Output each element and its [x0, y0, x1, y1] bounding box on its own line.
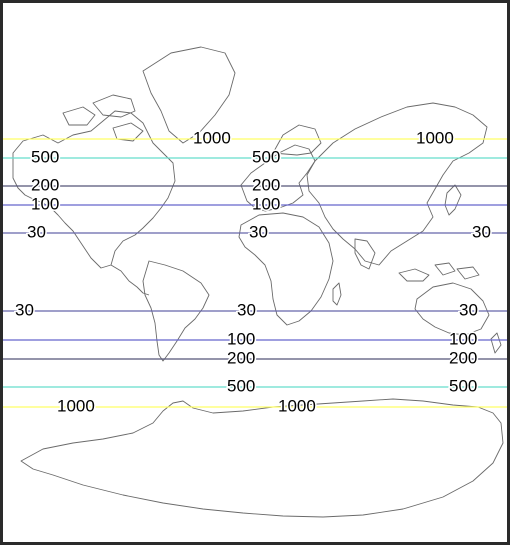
line-label: 30 — [472, 222, 491, 241]
line-label: 30 — [27, 222, 46, 241]
line-label: 500 — [252, 147, 280, 166]
line-label: 200 — [252, 175, 280, 194]
line-label: 500 — [31, 147, 59, 166]
line-label: 30 — [15, 300, 34, 319]
line-label: 200 — [449, 348, 477, 367]
india-coast — [354, 238, 376, 270]
line-label: 100 — [227, 329, 255, 348]
line-label: 30 — [249, 222, 268, 241]
line-label: 100 — [252, 194, 280, 213]
line-label: 100 — [31, 194, 59, 213]
line-label: 1000 — [416, 128, 454, 147]
line-label: 30 — [237, 300, 256, 319]
north-america-coast — [12, 110, 176, 269]
line-label: 500 — [227, 376, 255, 395]
greenland-coast — [142, 46, 236, 144]
coastlines — [12, 46, 504, 518]
line-label: 1000 — [57, 396, 95, 415]
japan-coast — [444, 184, 462, 216]
madagascar-coast — [332, 282, 342, 306]
new-zealand-coast — [490, 332, 502, 354]
south-america-coast — [142, 260, 210, 362]
line-label: 1000 — [193, 128, 231, 147]
australia-coast — [414, 282, 490, 336]
antarctica-coast — [20, 398, 504, 518]
line-label: 1000 — [278, 396, 316, 415]
line-label: 200 — [31, 175, 59, 194]
indonesia-coast — [398, 262, 480, 282]
central-america-coast — [110, 264, 150, 296]
scandinavia-coast — [272, 124, 322, 156]
line-label: 500 — [449, 376, 477, 395]
line-label: 30 — [459, 300, 478, 319]
threshold-lines — [3, 138, 507, 408]
asia-coast — [306, 102, 488, 266]
arctic-islands-coast — [62, 94, 144, 142]
line-label: 200 — [227, 348, 255, 367]
line-label: 100 — [449, 329, 477, 348]
africa-coast — [238, 212, 334, 326]
